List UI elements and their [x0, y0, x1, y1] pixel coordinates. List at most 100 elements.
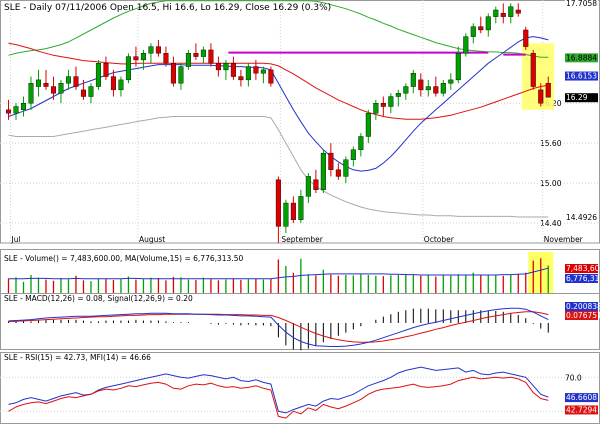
candle-body: [433, 87, 438, 94]
candle-body: [126, 57, 131, 80]
candle-body: [246, 67, 251, 80]
candle-body: [374, 103, 379, 113]
candle-body: [149, 47, 154, 54]
candle-body: [201, 50, 206, 57]
candle-body: [426, 87, 431, 90]
candle-body: [96, 63, 101, 86]
macd-tag: 0.076751: [566, 311, 600, 320]
candle-body: [418, 80, 423, 90]
candle-body: [231, 63, 236, 76]
candle-body: [111, 77, 116, 90]
price-tag-last: 16.29: [566, 93, 588, 102]
macd-title: SLE - MACD(12,26) = 0.08, Signal(12,26,9…: [4, 294, 193, 303]
candle-body: [209, 50, 214, 63]
month-label: Jul: [10, 235, 20, 244]
candle-body: [74, 77, 79, 87]
candle-body: [396, 93, 401, 96]
candle-body: [224, 63, 229, 70]
rsi-axis-tick-label: 70.0: [565, 373, 582, 382]
candle-body: [6, 110, 11, 113]
ma-blue-line: [9, 37, 549, 172]
candle-body: [546, 83, 551, 97]
candle-body: [36, 80, 41, 87]
macd-panel: SLE - MACD(12,26) = 0.08, Signal(12,26,9…: [1, 294, 600, 351]
candle-body: [194, 53, 199, 56]
price-axis-tick-label: 14.40: [540, 219, 562, 228]
month-label: October: [424, 235, 455, 244]
candle-body: [501, 13, 506, 16]
candle-body: [381, 103, 386, 106]
candle-body: [299, 196, 304, 219]
candle-body: [239, 77, 244, 80]
volume-panel: SLE - Volume() = 7,483,600.00, MA(Volume…: [1, 250, 600, 295]
month-label: November: [544, 235, 584, 244]
mfi-line: [9, 367, 549, 413]
candle-body: [141, 53, 146, 60]
price-tag-upper: 16.8884: [566, 53, 597, 62]
candle-body: [134, 57, 139, 60]
candle-body: [51, 87, 56, 94]
candle-body: [523, 30, 528, 47]
candle-body: [156, 47, 161, 54]
candle-body: [66, 77, 71, 84]
candle-body: [411, 73, 416, 86]
volume-title: SLE - Volume() = 7,483,600.00, MA(Volume…: [4, 254, 243, 263]
candle-body: [306, 176, 311, 196]
candle-body: [29, 83, 34, 103]
candle-body: [269, 70, 274, 83]
rsi-tag: 42.7294: [566, 405, 597, 414]
month-label: September: [281, 235, 323, 244]
candle-body: [276, 180, 281, 227]
candle-body: [344, 160, 349, 177]
candle-body: [89, 87, 94, 97]
volume-ma-tag: 6,776,313.50: [566, 274, 600, 283]
candle-body: [44, 83, 49, 86]
candle-body: [284, 203, 289, 226]
candle-body: [531, 53, 536, 86]
candle-body: [314, 180, 319, 190]
candle-body: [486, 17, 491, 30]
candle-body: [216, 63, 221, 70]
price-tag-ma-blue: 16.6153: [566, 72, 597, 81]
candle-body: [291, 203, 296, 220]
candle-body: [321, 153, 326, 190]
month-label: August: [139, 235, 165, 244]
candle-body: [119, 80, 124, 90]
candle-body: [478, 27, 483, 30]
price-panel: 16.2015.6015.0014.40JulAugustSeptemberOc…: [0, 0, 600, 244]
candle-body: [538, 90, 543, 103]
price-axis-tick-label: 15.60: [540, 139, 562, 148]
candle-body: [254, 67, 259, 74]
candle-body: [471, 27, 476, 37]
candle-body: [164, 53, 169, 63]
mfi-tag: 46.6608: [566, 393, 597, 402]
candle-body: [516, 10, 521, 13]
candle-body: [21, 103, 26, 110]
candle-body: [359, 136, 364, 149]
volume-tag: 7,483,600: [566, 264, 600, 273]
candle-body: [336, 170, 341, 177]
candle-body: [441, 83, 446, 93]
candle-body: [179, 67, 184, 84]
candle-body: [261, 70, 266, 73]
candle-body: [171, 63, 176, 83]
candle-body: [59, 83, 64, 93]
price-tag-lower: 14.4926: [566, 213, 597, 222]
price-tag-high: 17.7058: [566, 0, 597, 8]
candle-body: [351, 150, 356, 160]
rsi-title: SLE - RSI(15) = 42.73, MFI(14) = 46.66: [4, 353, 151, 362]
candle-body: [448, 80, 453, 83]
candle-body: [493, 10, 498, 17]
highlight-box: [522, 43, 554, 110]
candle-body: [366, 113, 371, 136]
candle-body: [456, 53, 461, 80]
candle-body: [14, 107, 19, 114]
macd-signal-tag: 0.200838: [566, 302, 600, 311]
candle-body: [186, 53, 191, 66]
candle-body: [508, 7, 513, 17]
candle-body: [329, 153, 334, 170]
candle-body: [81, 90, 86, 97]
